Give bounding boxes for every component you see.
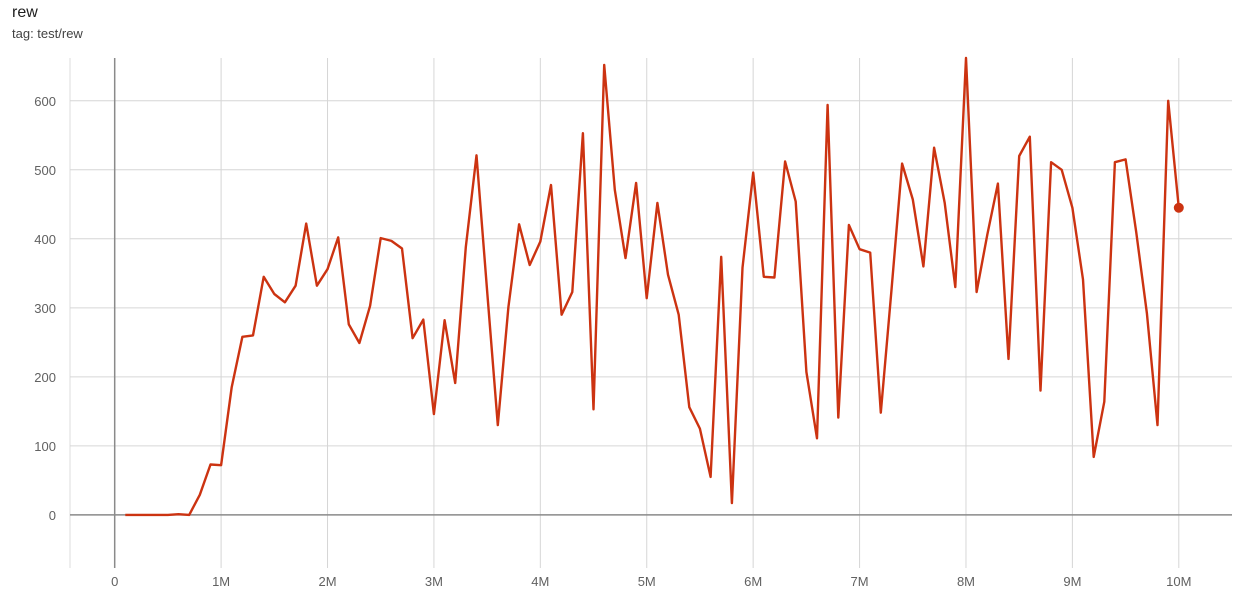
y-tick-label: 200 (34, 370, 56, 385)
x-tick-label: 0 (111, 574, 118, 589)
chart-tag: tag: test/rew (12, 26, 83, 41)
x-tick-label: 5M (638, 574, 656, 589)
tick-labels: 0 1M 2M 3M 4M 5M 6M 7M 8M 9M 10M 0 100 200 300 400 500 60… (34, 94, 1191, 589)
x-tick-label: 9M (1063, 574, 1081, 589)
x-tick-label: 1M (212, 574, 230, 589)
series (125, 56, 1184, 517)
y-tick-label: 0 (49, 508, 56, 523)
x-tick-label: 10M (1166, 574, 1191, 589)
x-tick-label: 6M (744, 574, 762, 589)
x-tick-label: 2M (318, 574, 336, 589)
series-line (125, 56, 1180, 517)
y-tick-label: 500 (34, 163, 56, 178)
y-tick-label: 400 (34, 232, 56, 247)
last-point-marker (1173, 202, 1184, 213)
y-tick-label: 300 (34, 301, 56, 316)
y-tick-label: 100 (34, 439, 56, 454)
grid (69, 58, 1232, 568)
x-tick-label: 8M (957, 574, 975, 589)
axes (70, 58, 1232, 568)
y-tick-label: 600 (34, 94, 56, 109)
x-tick-label: 7M (851, 574, 869, 589)
chart-title: rew (12, 4, 38, 21)
x-tick-label: 4M (531, 574, 549, 589)
x-tick-label: 3M (425, 574, 443, 589)
